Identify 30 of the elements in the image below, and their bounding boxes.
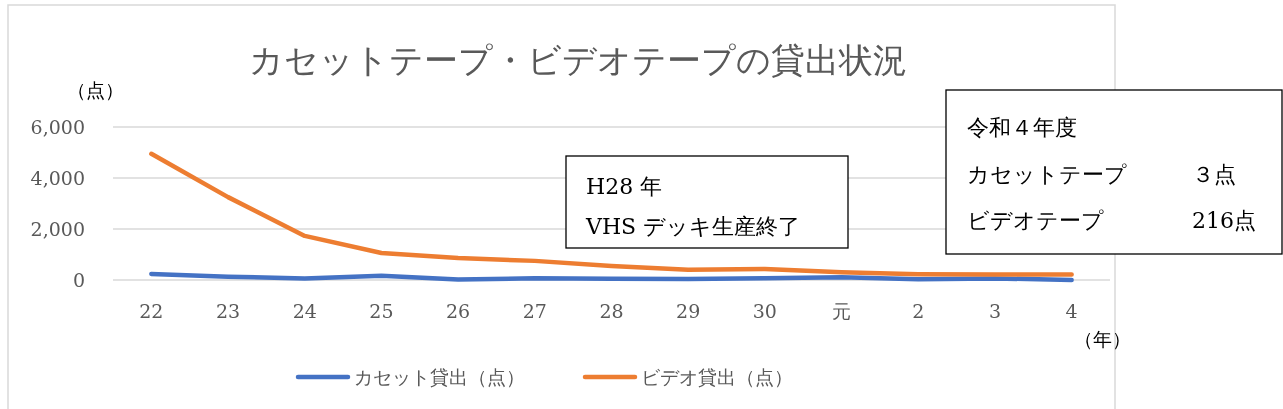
annotation: ビデオテープ xyxy=(967,208,1104,233)
x-tick-label: 25 xyxy=(369,300,394,322)
x-tick-label: 29 xyxy=(676,300,701,322)
y-tick-label: 0 xyxy=(72,269,85,291)
y-tick-label: 2,000 xyxy=(30,218,85,240)
chart-title: カセットテープ・ビデオテープの貸出状況 xyxy=(249,40,907,80)
x-tick-label: 22 xyxy=(139,300,164,322)
text: 216点 xyxy=(1192,208,1256,233)
annotation: 令和４年度 xyxy=(967,115,1077,140)
annotation: カセットテープ xyxy=(967,162,1127,187)
text: ３点 xyxy=(1192,162,1236,187)
x-axis-title: （年） xyxy=(1073,328,1131,350)
legend-label: カセット貸出（点） xyxy=(354,366,525,388)
y-tick-label: 4,000 xyxy=(30,167,85,189)
x-tick-label: 元 xyxy=(832,300,852,322)
x-tick-label: 2 xyxy=(912,300,925,322)
x-tick-label: 30 xyxy=(752,300,777,322)
x-tick-label: 26 xyxy=(446,300,471,322)
x-tick-label: 4 xyxy=(1065,300,1078,322)
annotation: VHS デッキ生産終了 xyxy=(585,214,801,239)
x-tick-label: 23 xyxy=(215,300,241,322)
x-tick-label: 24 xyxy=(292,300,317,322)
x-tick-label: 3 xyxy=(988,300,1002,322)
line-series xyxy=(149,271,1074,283)
annotation: H28 年 xyxy=(586,174,663,199)
y-tick-label: 6,000 xyxy=(30,116,85,138)
legend-label: ビデオ貸出（点） xyxy=(641,366,793,388)
x-tick-label: 28 xyxy=(599,300,624,322)
y-axis-title: （点） xyxy=(66,79,124,101)
x-tick-label: 27 xyxy=(522,300,547,322)
